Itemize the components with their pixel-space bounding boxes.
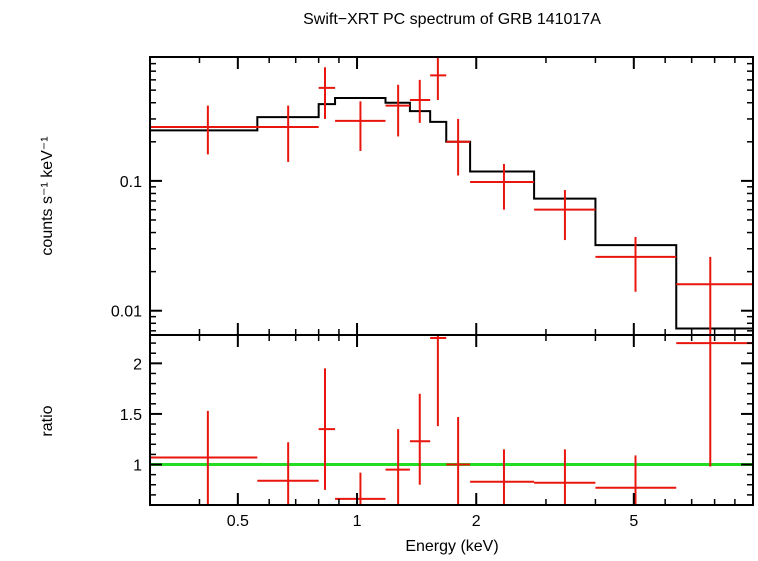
top-y-tick-label: 0.01 (111, 304, 142, 321)
ratio-point-7 (446, 416, 471, 505)
ratio-point-6 (430, 335, 447, 427)
model-step-line (150, 96, 753, 330)
ratio-point-5 (409, 393, 431, 485)
data-point-11 (676, 256, 753, 335)
ratio-point-0 (150, 410, 258, 505)
ratio-point-9 (534, 449, 596, 505)
data-point-5 (409, 79, 431, 123)
top-panel: 0.1 0.01 counts s⁻¹ keV⁻¹ (39, 56, 754, 336)
x-tick-label: 5 (629, 513, 638, 530)
ratio-point-10 (595, 455, 677, 505)
data-point-3 (335, 101, 386, 151)
ratio-point-8 (470, 449, 535, 505)
data-point-0 (150, 105, 258, 155)
bottom-y-tick-label: 2 (133, 356, 142, 373)
data-point-10 (595, 236, 677, 292)
data-point-7 (446, 118, 471, 176)
ratio-point-1 (257, 442, 319, 505)
x-tick-label: 0.5 (227, 513, 249, 530)
data-point-1 (257, 105, 319, 162)
chart-title: Swift−XRT PC spectrum of GRB 141017A (303, 11, 601, 28)
data-point-6 (430, 57, 447, 100)
x-tick-label: 1 (353, 513, 362, 530)
ratio-point-4 (385, 429, 410, 505)
ratio-point-11 (676, 335, 753, 467)
ratio-point-2 (318, 368, 336, 490)
bottom-y-tick-label: 1.5 (120, 407, 142, 424)
data-point-2 (318, 67, 336, 119)
data-point-9 (534, 190, 596, 241)
x-tick-label: 2 (472, 513, 481, 530)
top-y-axis-label: counts s⁻¹ keV⁻¹ (39, 136, 56, 255)
data-point-8 (470, 163, 535, 210)
ratio-point-3 (335, 472, 386, 505)
bottom-y-axis-label: ratio (39, 405, 56, 436)
bottom-y-tick-label: 1 (133, 458, 142, 475)
data-point-4 (385, 84, 410, 137)
top-y-tick-label: 0.1 (120, 174, 142, 191)
bottom-panel: 0.5 1 2 5 1 1.5 2 ratio (39, 334, 754, 530)
top-panel-frame (149, 56, 754, 336)
bottom-panel-frame (149, 334, 754, 506)
x-axis-label: Energy (keV) (405, 538, 498, 555)
